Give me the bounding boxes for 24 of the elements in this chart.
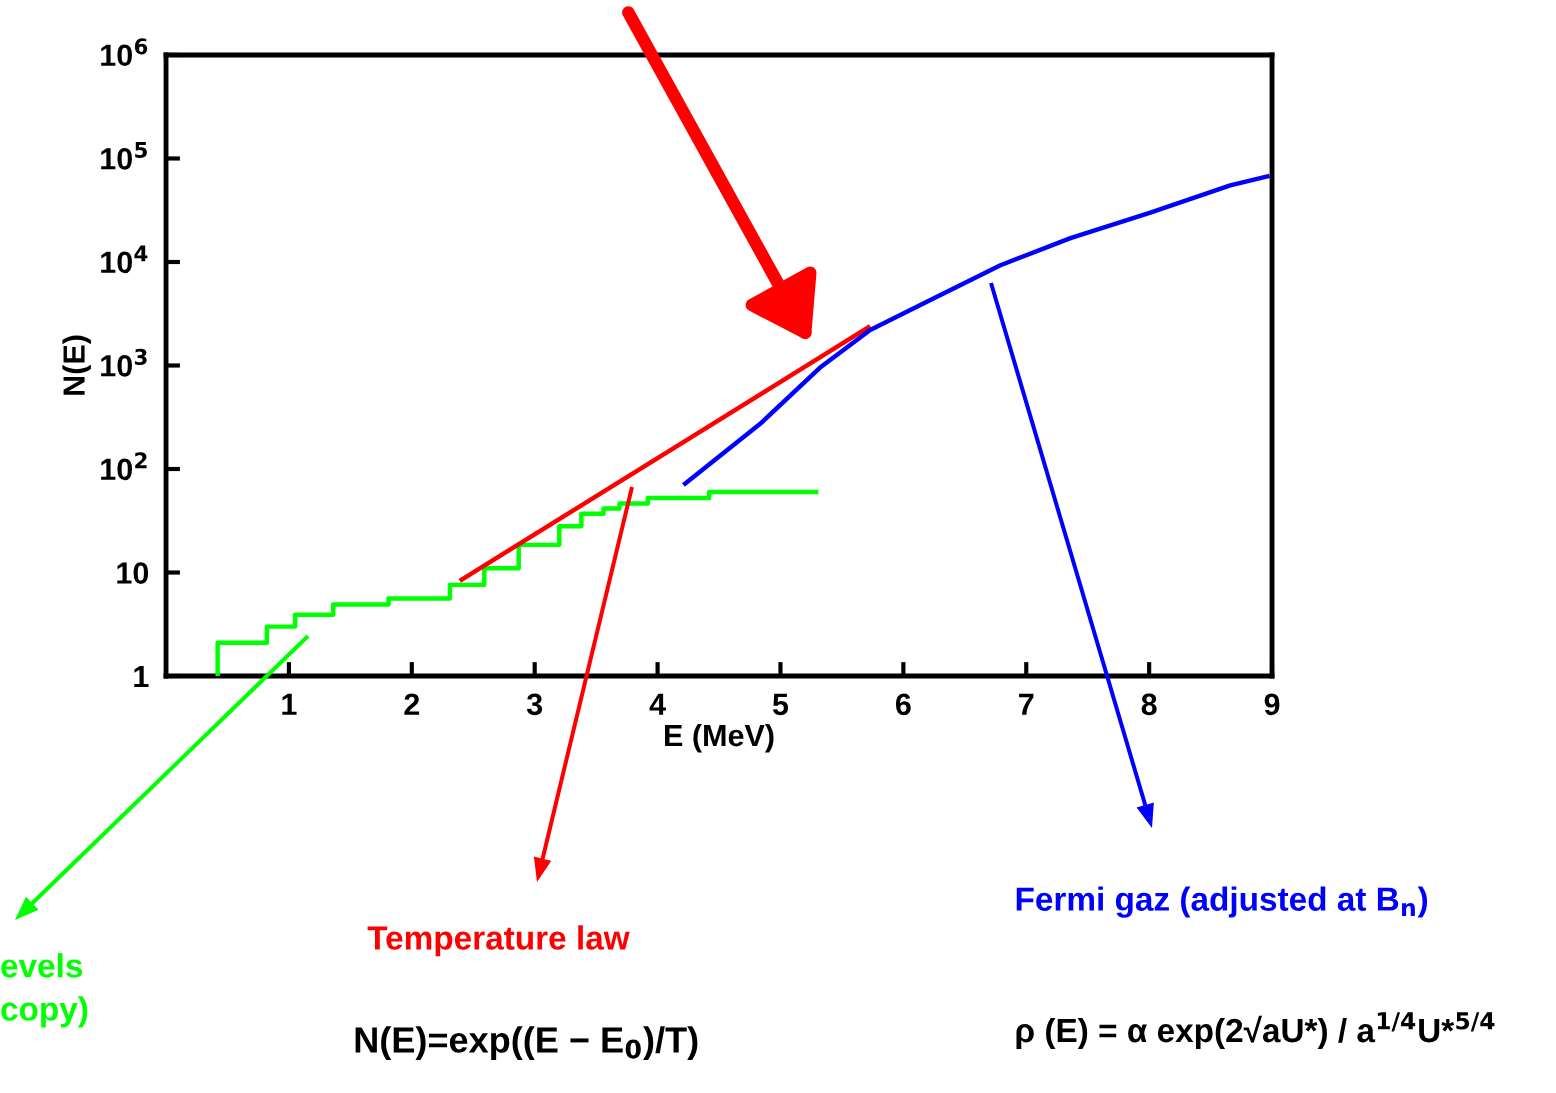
text: Fermi gaz (adjusted at B$_{n}$): [1016, 886, 1428, 918]
y-tick-label: 10: [117, 562, 149, 584]
text: Temperature law: [367, 925, 630, 957]
y-tick-label: 10$^{6}$: [101, 38, 148, 67]
x-tick-label: 7: [1019, 693, 1034, 715]
y-tick-label: 10$^{2}$: [101, 452, 147, 481]
x-tick-label: 2: [404, 693, 420, 715]
text: N(E)=exp((E − E$_{0}$)/T): [355, 1026, 698, 1060]
y-tick-label: 1: [134, 666, 149, 688]
x-tick-label: 5: [772, 693, 789, 716]
x-tick-label: 9: [1264, 693, 1280, 716]
x-tick-label: 1: [282, 693, 297, 715]
text: ρ (E) = α exp(2√aU*) / a$^{1/4}$U*$^{5/4}$: [1016, 1012, 1495, 1049]
line-series: [681, 173, 1272, 488]
x-tick-label: 4: [649, 693, 666, 715]
y-axis-title: N(E): [62, 335, 91, 395]
x-tick-label: 6: [895, 693, 911, 716]
y-tick-label: 10$^{3}$: [101, 348, 147, 377]
y-tick-label: 10$^{4}$: [101, 245, 148, 274]
text: evels copy): [1, 953, 88, 1028]
x-tick-label: 8: [1141, 693, 1157, 716]
x-tick-label: 3: [526, 693, 543, 716]
x-axis-title: E (MeV): [665, 723, 774, 753]
y-tick-label: 10$^{5}$: [101, 142, 147, 170]
